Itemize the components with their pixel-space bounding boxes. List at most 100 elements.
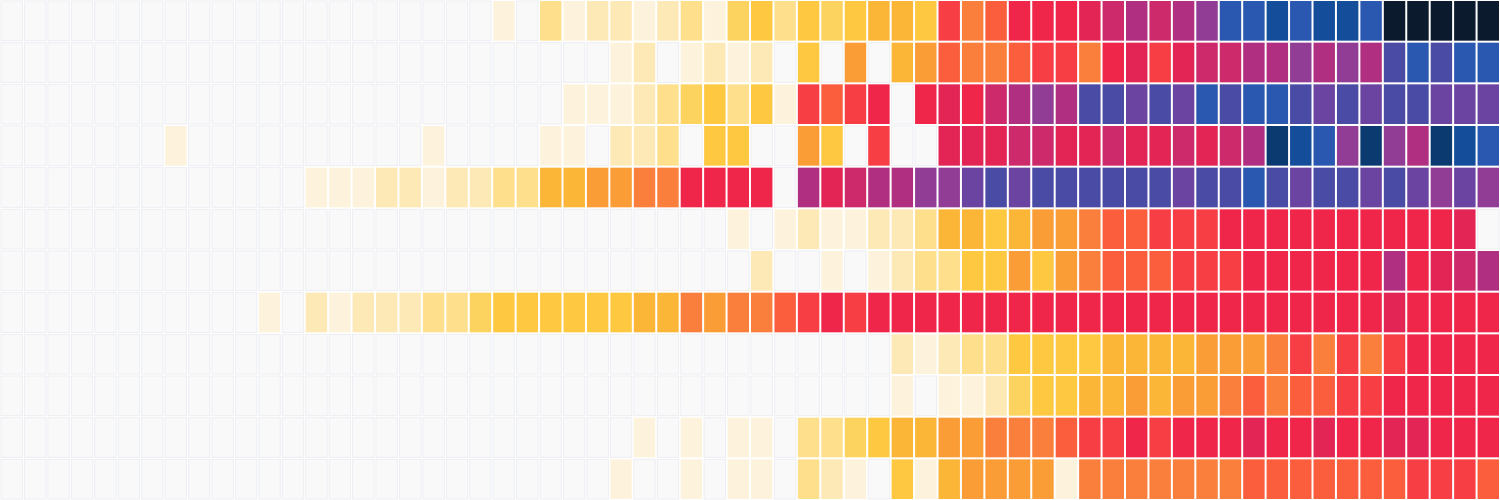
heatmap-cell bbox=[1008, 292, 1031, 333]
heatmap-cell bbox=[868, 417, 890, 458]
heatmap-cell bbox=[234, 250, 258, 292]
heatmap-cell bbox=[563, 167, 585, 208]
heatmap-cell bbox=[727, 250, 750, 292]
heatmap-cell bbox=[539, 458, 562, 500]
heatmap-cell bbox=[1407, 334, 1429, 374]
heatmap-cell bbox=[1477, 334, 1499, 374]
heatmap-cell bbox=[1266, 376, 1289, 416]
heatmap-cell bbox=[94, 167, 117, 208]
heatmap-cell bbox=[422, 208, 445, 250]
heatmap-cell bbox=[797, 250, 820, 292]
heatmap-cell bbox=[773, 417, 797, 458]
heatmap-cell bbox=[1196, 459, 1218, 499]
heatmap-cell bbox=[234, 458, 258, 500]
heatmap-cell bbox=[398, 208, 422, 250]
heatmap-cell bbox=[516, 83, 539, 125]
heatmap-cell bbox=[1477, 126, 1499, 166]
heatmap-cell bbox=[774, 84, 796, 124]
heatmap-cell bbox=[891, 292, 914, 333]
heatmap-cell bbox=[1266, 126, 1289, 166]
heatmap-cell bbox=[727, 459, 749, 499]
heatmap-cell bbox=[680, 417, 703, 458]
heatmap-cell bbox=[1102, 334, 1124, 374]
heatmap-cell bbox=[352, 208, 375, 250]
heatmap-cell bbox=[117, 333, 141, 375]
heatmap-cell bbox=[1383, 417, 1406, 458]
heatmap-cell bbox=[117, 125, 141, 167]
heatmap-cell bbox=[563, 1, 585, 41]
heatmap-cell bbox=[211, 458, 234, 500]
heatmap-cell bbox=[1430, 1, 1453, 41]
heatmap-cell bbox=[1477, 1, 1499, 41]
heatmap-cell bbox=[1336, 417, 1359, 458]
heatmap-cell bbox=[516, 125, 539, 167]
heatmap-cell bbox=[539, 417, 562, 458]
heatmap-cell bbox=[234, 417, 258, 458]
heatmap-cell bbox=[1055, 42, 1078, 83]
heatmap-cell bbox=[727, 42, 749, 83]
heatmap-cell bbox=[1290, 209, 1312, 249]
heatmap-cell bbox=[328, 83, 352, 125]
heatmap-cell bbox=[376, 292, 398, 333]
heatmap-cell bbox=[751, 417, 773, 458]
heatmap-cell bbox=[23, 42, 47, 83]
heatmap-cell bbox=[1477, 208, 1500, 250]
heatmap-cell bbox=[844, 459, 867, 499]
heatmap-cell bbox=[1149, 292, 1171, 333]
heatmap-cell bbox=[352, 83, 375, 125]
heatmap-cell bbox=[563, 84, 585, 124]
heatmap-cell bbox=[1360, 167, 1382, 208]
heatmap-cell bbox=[258, 333, 281, 375]
heatmap-cell bbox=[375, 458, 398, 500]
heatmap-cell bbox=[0, 83, 23, 125]
heatmap-cell bbox=[1243, 459, 1265, 499]
heatmap-cell bbox=[633, 458, 656, 500]
heatmap-cell bbox=[352, 292, 374, 333]
heatmap-cell bbox=[1336, 334, 1359, 374]
heatmap-cell bbox=[375, 417, 398, 458]
heatmap-cell bbox=[94, 458, 117, 500]
heatmap-cell bbox=[516, 167, 539, 208]
heatmap-cell bbox=[938, 417, 960, 458]
heatmap-cell bbox=[1477, 376, 1499, 416]
heatmap-cell bbox=[1407, 376, 1429, 416]
heatmap-cell bbox=[70, 208, 94, 250]
heatmap-cell bbox=[539, 375, 562, 417]
heatmap-cell bbox=[445, 250, 469, 292]
heatmap-cell bbox=[94, 208, 117, 250]
heatmap-cell bbox=[281, 83, 305, 125]
heatmap-cell bbox=[492, 42, 516, 83]
heatmap-cell bbox=[305, 125, 328, 167]
heatmap-cell bbox=[1454, 167, 1476, 208]
heatmap-cell bbox=[1032, 84, 1054, 124]
heatmap-cell bbox=[1008, 126, 1031, 166]
heatmap-cell bbox=[1079, 376, 1101, 416]
heatmap-cell bbox=[891, 209, 914, 249]
heatmap-cell bbox=[188, 375, 211, 417]
heatmap-cell bbox=[1454, 251, 1476, 291]
heatmap-cell bbox=[1336, 42, 1359, 83]
heatmap-cell bbox=[1383, 292, 1406, 333]
heatmap-cell bbox=[844, 375, 867, 417]
heatmap-cell bbox=[821, 126, 843, 166]
heatmap-cell bbox=[446, 167, 468, 208]
heatmap-cell bbox=[94, 375, 117, 417]
heatmap-cell bbox=[47, 167, 70, 208]
heatmap-cell bbox=[398, 417, 422, 458]
heatmap-cell bbox=[773, 375, 797, 417]
heatmap-cell bbox=[188, 83, 211, 125]
heatmap-cell bbox=[375, 83, 398, 125]
heatmap-cell bbox=[1266, 209, 1289, 249]
heatmap-cell bbox=[703, 208, 727, 250]
heatmap-cell bbox=[1360, 84, 1382, 124]
heatmap-cell bbox=[188, 458, 211, 500]
heatmap-cell bbox=[1290, 417, 1312, 458]
heatmap-cell bbox=[844, 167, 867, 208]
heatmap-cell bbox=[117, 250, 141, 292]
heatmap-cell bbox=[1102, 126, 1124, 166]
heatmap-cell bbox=[258, 417, 281, 458]
heatmap-cell bbox=[445, 208, 469, 250]
heatmap-cell bbox=[633, 375, 656, 417]
heatmap-cell bbox=[1313, 417, 1335, 458]
heatmap-cell bbox=[844, 333, 867, 375]
